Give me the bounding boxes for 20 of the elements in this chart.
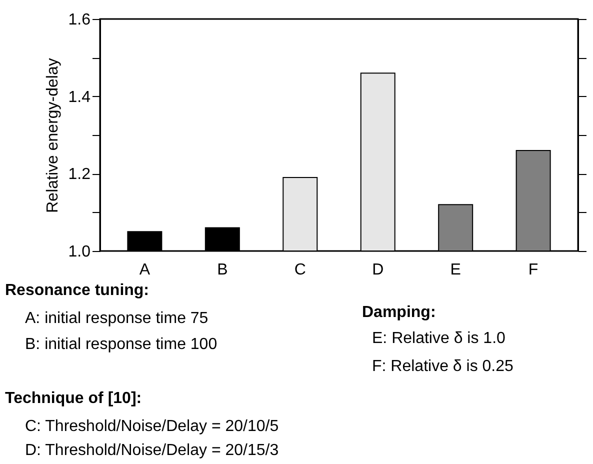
x-tick-label: A: [139, 262, 150, 278]
text: Technique of [10]:: [5, 390, 142, 407]
text: C: Threshold/Noise/Delay = 20/10/5: [25, 418, 279, 435]
x-tick-label: B: [217, 262, 228, 278]
y-tick-label: 1.6: [68, 12, 91, 28]
text: Resonance tuning:: [5, 282, 150, 299]
y-tick-label: 1.0: [68, 244, 91, 260]
text: E: Relative δ is 1.0: [372, 330, 506, 347]
text: B: initial response time 100: [25, 336, 218, 353]
text: F: Relative δ is 0.25: [372, 358, 514, 375]
x-tick-label: E: [450, 262, 461, 278]
x-tick-label: F: [528, 262, 538, 278]
text: A: initial response time 75: [25, 310, 208, 327]
y-axis-title: Relative energy-delay: [44, 58, 62, 213]
y-tick-label: 1.4: [68, 88, 91, 106]
y-tick-label: 1.2: [68, 166, 91, 184]
x-tick-label: C: [294, 262, 306, 278]
text: Damping:: [362, 304, 436, 321]
x-tick-label: D: [372, 262, 384, 278]
text: D: Threshold/Noise/Delay = 20/15/3: [25, 442, 279, 459]
